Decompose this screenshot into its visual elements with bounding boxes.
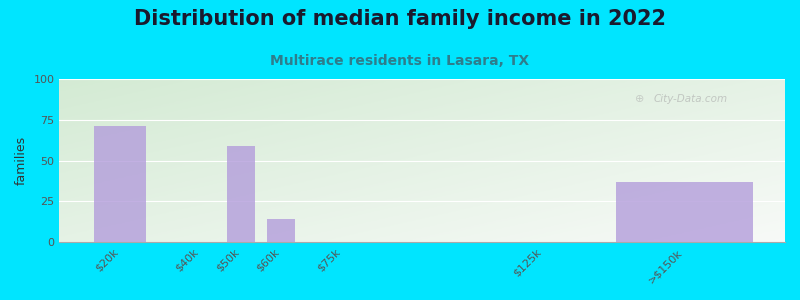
Text: ⊕: ⊕: [635, 94, 645, 103]
Bar: [94, 126, 146, 242]
Text: Multirace residents in Lasara, TX: Multirace residents in Lasara, TX: [270, 54, 530, 68]
Bar: [616, 182, 753, 242]
Y-axis label: families: families: [15, 136, 28, 185]
Text: City-Data.com: City-Data.com: [654, 94, 728, 103]
Bar: [267, 219, 295, 242]
Bar: [227, 146, 254, 242]
Text: Distribution of median family income in 2022: Distribution of median family income in …: [134, 9, 666, 29]
